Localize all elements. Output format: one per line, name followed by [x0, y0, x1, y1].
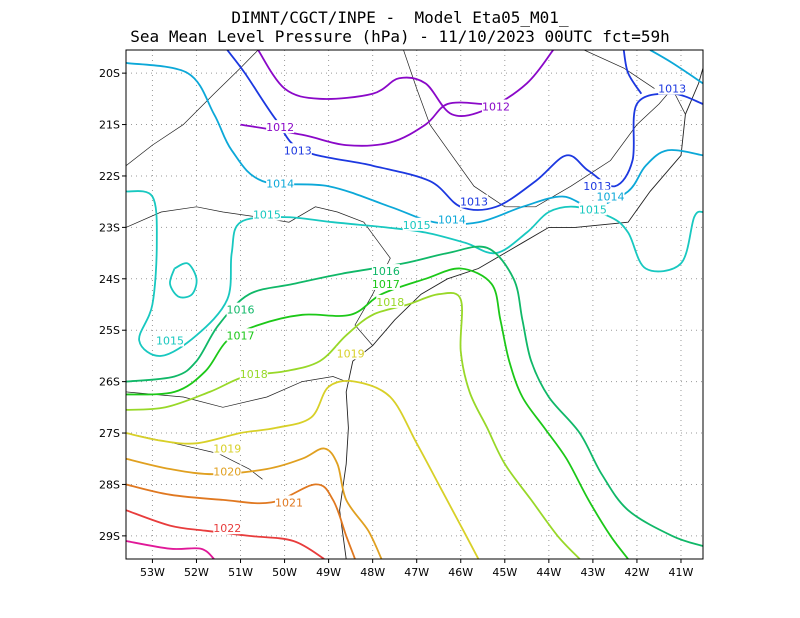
isobar-label: 1019: [213, 442, 241, 455]
isobar-label: 1015: [403, 219, 431, 232]
isobar-label: 1022: [213, 522, 241, 535]
isobar-label: 1017: [372, 278, 400, 291]
map-title-line1: DIMNT/CGCT/INPE - Model Eta05_M01_: [231, 8, 569, 27]
lat-lon-grid: [126, 50, 703, 559]
x-tick-label: 41W: [669, 566, 694, 579]
isobar-label-background: [226, 302, 255, 316]
isobar-label-background: [274, 495, 303, 509]
isobar-label-background: [658, 81, 687, 95]
state-border: [583, 50, 655, 89]
y-tick-label: 20S: [99, 67, 120, 80]
state-border: [126, 376, 347, 408]
isobar-label: 1015: [253, 209, 281, 222]
isobar-1015: [126, 190, 703, 357]
isobar-1014-segment: [649, 50, 703, 85]
isobar-labels: 1012101210131013101310131014101410141015…: [156, 81, 687, 535]
isobar-label-background: [376, 294, 405, 308]
y-tick-label: 21S: [99, 119, 120, 132]
isobar-label: 1015: [579, 203, 607, 216]
isobar-1015-segment: [169, 262, 198, 299]
isobar-1019: [126, 379, 480, 559]
x-tick-label: 50W: [272, 566, 297, 579]
isobar-label: 1013: [460, 196, 488, 209]
isobar-label-background: [283, 143, 312, 157]
isobar-label-background: [583, 179, 612, 193]
y-tick-label: 28S: [99, 478, 120, 491]
isobar-label: 1015: [156, 334, 184, 347]
isobar-label: 1014: [438, 214, 466, 227]
isobar-1021: [126, 483, 356, 559]
isobar-label-background: [336, 346, 365, 360]
isobar-label-background: [213, 521, 242, 535]
x-tick-label: 45W: [492, 566, 517, 579]
isobar-1013-segment: [622, 50, 643, 95]
map-title-line2: Sea Mean Level Pressure (hPa) - 11/10/20…: [130, 27, 670, 46]
isobar-label-background: [437, 212, 466, 226]
x-tick-label: 44W: [536, 566, 561, 579]
isobar-1013: [226, 50, 703, 211]
y-tick-label: 27S: [99, 427, 120, 440]
isobar-label: 1014: [597, 191, 625, 204]
y-tick-label: 23S: [99, 221, 120, 234]
isobar-label: 1018: [376, 296, 404, 309]
axis-ticks: 53W 52W 51W 50W 49W 48W 47W 46W 45W 44W 43W 42W 41W 2…: [99, 67, 694, 579]
isobar-label-background: [226, 328, 255, 342]
isobar-label-background: [402, 217, 431, 231]
y-tick-label: 26S: [99, 376, 120, 389]
isobar-lines: [126, 50, 703, 559]
isobar-label-background: [213, 464, 242, 478]
isobar-label-background: [371, 276, 400, 290]
isobar-label-background: [266, 176, 295, 190]
x-tick-label: 53W: [140, 566, 165, 579]
x-tick-label: 42W: [624, 566, 649, 579]
isobar-label: 1013: [284, 144, 312, 157]
x-tick-label: 43W: [580, 566, 605, 579]
isobar-label: 1016: [372, 265, 400, 278]
isobar-1012: [257, 50, 554, 117]
y-tick-label: 25S: [99, 324, 120, 337]
y-tick-label: 29S: [99, 530, 120, 543]
isobar-1023: [126, 540, 215, 559]
isobar-label: 1014: [266, 178, 294, 191]
isobar-label-background: [371, 264, 400, 278]
state-border: [126, 206, 391, 346]
isobar-label: 1012: [266, 121, 294, 134]
isobar-label: 1020: [213, 466, 241, 479]
isobar-label: 1012: [482, 101, 510, 114]
y-tick-label: 22S: [99, 170, 120, 183]
plot-frame: [125, 49, 704, 560]
isobar-label-background: [252, 207, 281, 221]
x-tick-label: 49W: [316, 566, 341, 579]
isobar-label-background: [578, 202, 607, 216]
isobar-label: 1017: [227, 329, 255, 342]
x-tick-label: 46W: [448, 566, 473, 579]
isobar-label: 1016: [227, 304, 255, 317]
isobar-label-background: [156, 333, 185, 347]
y-tick-label: 24S: [99, 273, 120, 286]
plot-background: [126, 50, 703, 559]
isobar-1016: [126, 245, 703, 547]
isobar-label: 1018: [240, 368, 268, 381]
x-tick-label: 52W: [184, 566, 209, 579]
isobar-label: 1021: [275, 496, 303, 509]
x-tick-label: 51W: [228, 566, 253, 579]
isobar-label-background: [239, 366, 268, 380]
isobar-1012-segment: [240, 101, 483, 147]
state-border: [403, 50, 686, 208]
coastline: [339, 67, 703, 559]
isobar-label: 1013: [658, 83, 686, 96]
isobar-1020: [126, 447, 383, 559]
isobar-label-background: [266, 120, 295, 134]
isobar-label-background: [481, 99, 510, 113]
isobar-label-background: [459, 194, 488, 208]
x-tick-label: 48W: [360, 566, 385, 579]
state-border: [126, 50, 259, 166]
isobar-label-background: [596, 189, 625, 203]
x-tick-label: 47W: [404, 566, 429, 579]
isobar-label: 1019: [337, 347, 365, 360]
isobar-label-background: [213, 441, 242, 455]
